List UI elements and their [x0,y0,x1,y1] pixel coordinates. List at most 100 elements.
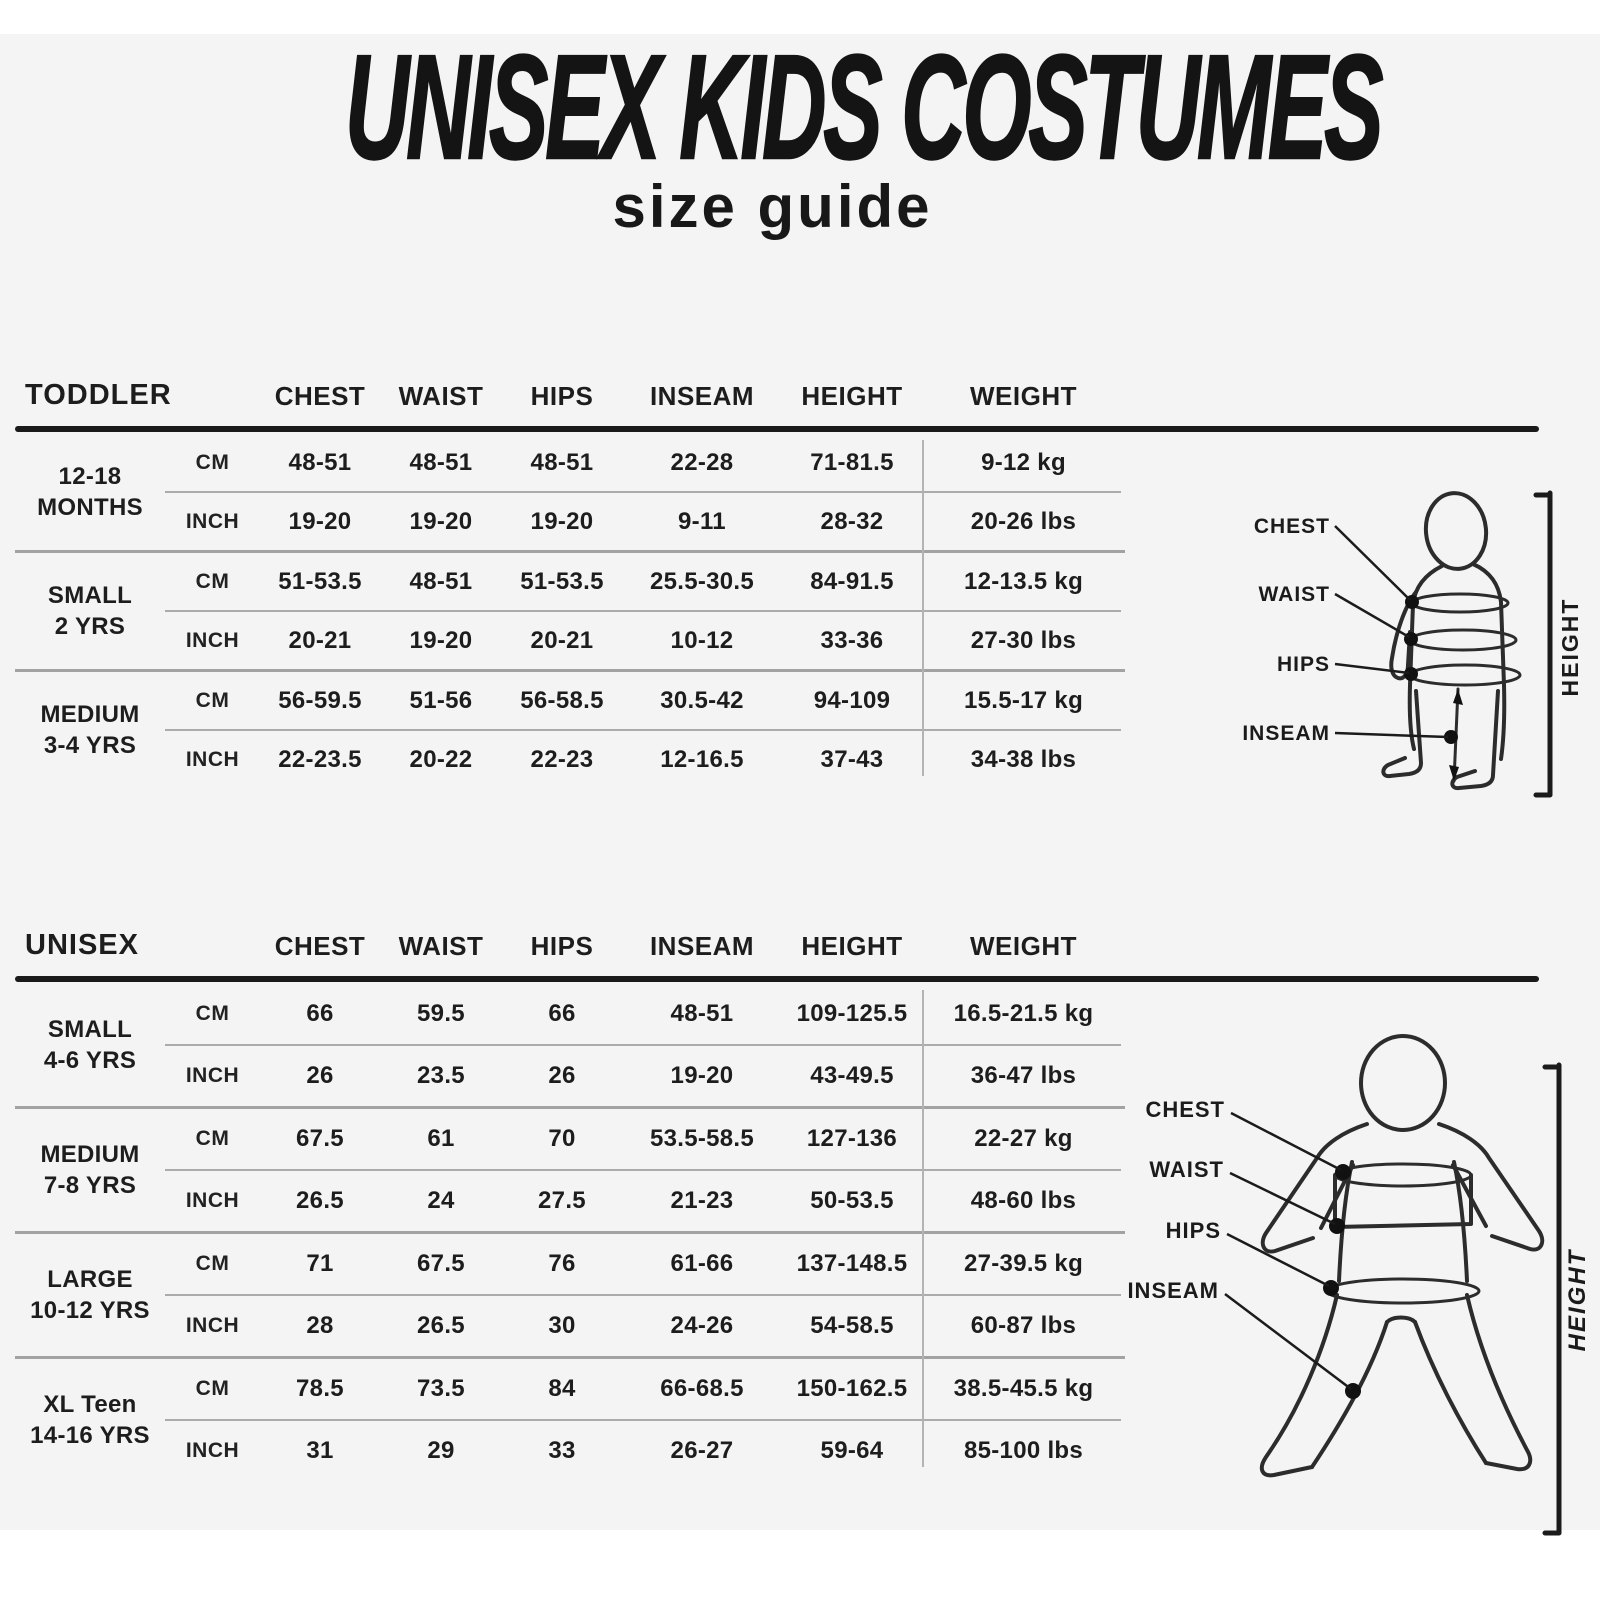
weight-column-divider [922,990,924,1467]
inseam-measure-dot [1444,730,1458,744]
column-header-height: HEIGHT [801,381,903,411]
figure-label-hips: HIPS [1166,1218,1221,1243]
measurement-cell: 22-23 [530,745,594,773]
column-header-inseam: INSEAM [649,381,755,411]
measurement-cell: 24 [427,1187,455,1214]
waist-leader-line [1229,1171,1336,1226]
inch-row: INCH 26 23.5 26 19-20 43-49.5 36-47 lbs [165,1046,1125,1106]
measurement-cell: 20-21 [288,626,352,654]
figure-label-height: HEIGHT [1557,598,1583,697]
column-header-chest: CHEST [274,931,366,961]
measurement-cell: 48-51 [530,448,594,476]
size-label-line2: 3-4 YRS [43,732,137,759]
measurement-cell: 19-20 [288,507,352,535]
measurement-cell: 20-22 [409,745,473,773]
measurement-cell: 27-39.5 kg [963,1250,1084,1277]
measurement-cell: 24-26 [670,1312,734,1339]
figure-label-height: HEIGHT [1564,1248,1591,1351]
size-label-line2: 2 YRS [54,613,126,640]
measurement-cell: 61-66 [670,1250,734,1277]
measurement-rows: CM 67.5 61 70 53.5-58.5 127-136 22-27 kg INCH 26… [165,1109,1125,1231]
measurement-cell: 48-60 lbs [970,1187,1077,1214]
measurement-cell: 84 [548,1375,576,1402]
measurement-cell: 9-12 kg [981,448,1066,476]
unit-label-inch: INCH [185,1189,240,1212]
size-label: SMALL 4-6 YRS [15,984,165,1106]
measurement-cell: 28-32 [820,507,884,535]
unisex-size-table: UNISEX CHEST WAIST HIPS INSEAM HEIGHT WEIGHT SM… [15,902,1539,1481]
measurement-cell: 9-11 [678,507,726,535]
measurement-cell: 12-16.5 [660,745,744,773]
unit-label-inch: INCH [185,747,240,771]
size-label: MEDIUM 7-8 YRS [15,1109,165,1231]
cm-row: CM 71 67.5 76 61-66 137-148.5 27-39.5 kg [165,1234,1125,1294]
measurement-cell: 73.5 [417,1375,465,1402]
measurement-cell: 51-53.5 [278,567,362,595]
measurement-cell: 22-27 kg [974,1125,1073,1152]
unit-separator-line [165,491,1121,493]
measurement-rows: CM 56-59.5 51-56 56-58.5 30.5-42 94-109 15.5-1… [165,672,1125,788]
unit-label-cm: CM [195,1377,230,1400]
chest-leader-line [1230,1111,1342,1172]
measurement-cell: 94-109 [813,686,891,714]
waist-leader-line [1334,592,1410,639]
inch-row: INCH 28 26.5 30 24-26 54-58.5 60-87 lbs [165,1296,1125,1356]
unit-label-inch: INCH [185,509,240,533]
weight-column-divider [922,440,924,776]
measurement-cell: 60-87 lbs [970,1312,1077,1339]
measurement-cell: 48-51 [288,448,352,476]
column-header-height: HEIGHT [801,931,903,961]
measurement-cell: 54-58.5 [810,1312,894,1339]
column-header-hips: HIPS [530,931,594,961]
size-label-line2: 10-12 YRS [30,1297,150,1324]
cm-row: CM 67.5 61 70 53.5-58.5 127-136 22-27 kg [165,1109,1125,1169]
measurement-cell: 27-30 lbs [970,626,1077,654]
figure-label-chest: CHEST [1254,515,1330,538]
measurement-cell: 59.5 [417,1000,465,1027]
measurement-cell: 19-20 [670,1062,734,1089]
size-label-line1: LARGE [47,1265,133,1293]
chest-leader-line [1334,525,1411,601]
measurement-cell: 43-49.5 [810,1062,894,1089]
cm-row: CM 48-51 48-51 48-51 22-28 71-81.5 9-12 kg [165,434,1125,491]
measurement-cell: 10-12 [670,626,734,654]
unit-separator-line [165,1044,1121,1046]
measurement-cell: 38.5-45.5 kg [953,1375,1094,1402]
inseam-leader-line [1224,1293,1352,1390]
measurement-cell: 26 [548,1062,576,1089]
measurement-cell: 56-58.5 [520,686,604,714]
measurement-cell: 15.5-17 kg [963,686,1084,714]
measurement-cell: 127-136 [806,1125,898,1152]
measurement-cell: 66 [306,1000,334,1027]
size-label-line1: SMALL [47,581,133,609]
cm-row: CM 78.5 73.5 84 66-68.5 150-162.5 38.5-45.5 kg [165,1359,1125,1419]
column-header-inseam: INSEAM [649,931,755,961]
height-bracket [1533,490,1553,798]
inch-row: INCH 31 29 33 26-27 59-64 85-100 lbs [165,1421,1125,1481]
size-label-line2: MONTHS [37,494,143,521]
size-label: MEDIUM 3-4 YRS [15,672,165,788]
unit-label-cm: CM [195,569,230,593]
measurement-cell: 70 [548,1125,576,1152]
header-rule [15,426,1539,432]
figure-label-inseam: INSEAM [1242,722,1330,745]
size-label-line2: 7-8 YRS [43,1172,137,1199]
unit-label-inch: INCH [185,1439,240,1462]
measurement-rows: CM 51-53.5 48-51 51-53.5 25.5-30.5 84-91.5 12-… [165,553,1125,669]
size-label-line2: 4-6 YRS [43,1047,137,1074]
page-subtitle: size guide [612,173,933,241]
measurement-cell: 50-53.5 [810,1187,894,1214]
column-header-waist: WAIST [398,381,484,411]
measurement-cell: 51-56 [409,686,473,714]
size-label-line1: XL Teen [43,1390,137,1418]
measurement-cell: 78.5 [296,1375,344,1402]
child-figure-svg: CHEST WAIST HIPS INSEAM HEIGHT [1127,1034,1591,1536]
height-bracket [1542,1062,1562,1536]
size-label-line1: MEDIUM [40,1140,140,1168]
column-header-chest: CHEST [274,381,366,411]
unit-label-inch: INCH [185,1314,240,1337]
measurement-cell: 71 [306,1250,334,1277]
inch-row: INCH 19-20 19-20 19-20 9-11 28-32 20-26 lbs [165,493,1125,550]
child-measurement-diagram: CHEST WAIST HIPS INSEAM HEIGHT [1115,1025,1600,1575]
